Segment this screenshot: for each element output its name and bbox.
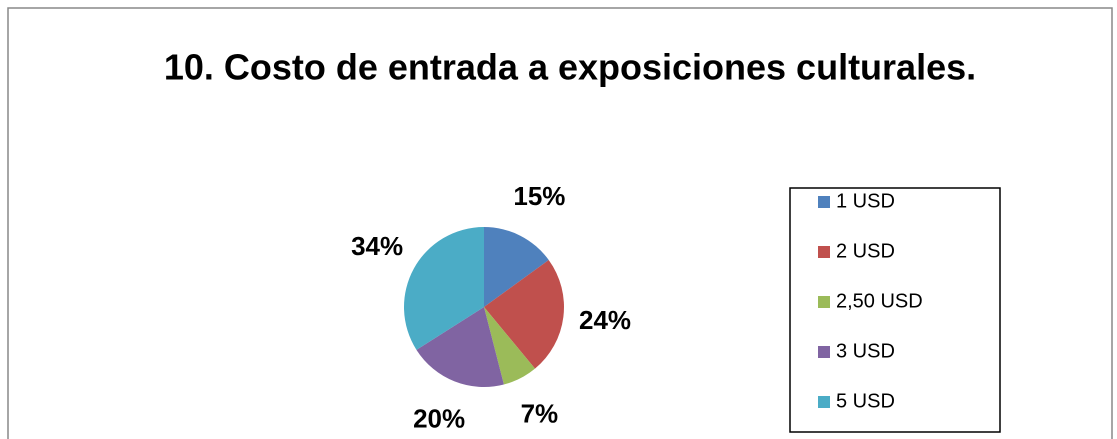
data-label: 20%: [413, 403, 465, 433]
legend-label: 3 USD: [836, 340, 895, 362]
chart-title: 10. Costo de entrada a exposiciones cult…: [164, 47, 976, 88]
pie-slice: [484, 307, 535, 385]
legend-swatch: [818, 346, 830, 358]
data-label: 15%: [513, 181, 565, 211]
pie-slice: [416, 307, 504, 388]
data-label: 34%: [351, 231, 403, 261]
legend-swatch: [818, 196, 830, 208]
legend-swatch: [818, 246, 830, 258]
data-label: 7%: [521, 399, 559, 429]
legend-box: [789, 187, 1001, 433]
pie-slice: [404, 227, 484, 350]
legend-swatch: [818, 296, 830, 308]
data-label: 24%: [579, 305, 631, 335]
pie-slice: [484, 227, 549, 307]
legend-label: 1 USD: [836, 190, 895, 212]
pie-slice: [484, 259, 564, 369]
legend-label: 5 USD: [836, 390, 895, 412]
legend-label: 2 USD: [836, 240, 895, 262]
legend-swatch: [818, 396, 830, 408]
legend-label: 2,50 USD: [836, 290, 923, 312]
